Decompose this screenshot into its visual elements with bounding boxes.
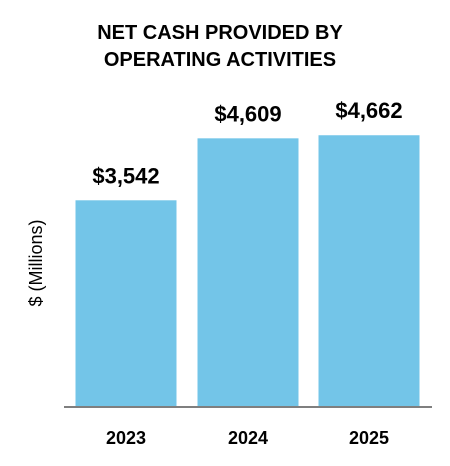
y-axis-label: $ (Millions) xyxy=(26,219,46,306)
bars-group: $3,542 $4,609 $4,662 xyxy=(75,98,420,406)
data-label-2023: $3,542 xyxy=(92,163,159,188)
x-tick-label-2024: 2024 xyxy=(228,428,268,448)
data-label-2024: $4,609 xyxy=(214,101,281,126)
data-label-2025: $4,662 xyxy=(335,98,402,123)
bar-2023 xyxy=(75,200,177,406)
bar-2024 xyxy=(197,138,299,406)
x-tick-label-2023: 2023 xyxy=(106,428,146,448)
chart-title-line-1: NET CASH PROVIDED BY xyxy=(97,22,343,44)
x-tick-label-2025: 2025 xyxy=(349,428,389,448)
chart-title-line-2: OPERATING ACTIVITIES xyxy=(104,49,336,71)
bar-2025 xyxy=(318,135,420,406)
x-tick-labels: 2023 2024 2025 xyxy=(106,428,389,448)
